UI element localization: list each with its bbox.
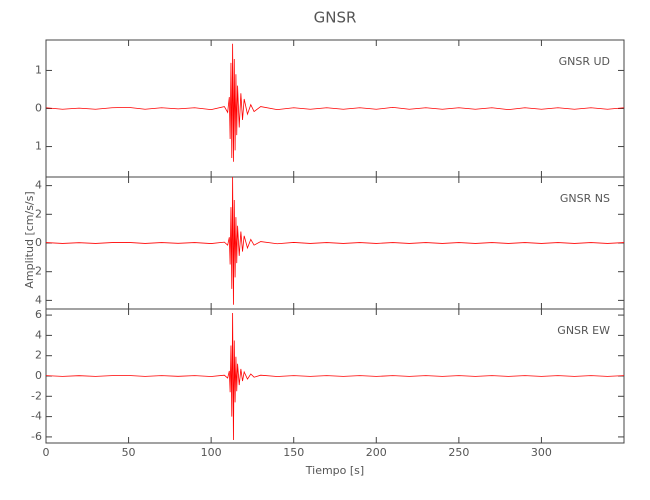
y-tick-label: 0 — [35, 102, 42, 115]
y-tick-label: 6 — [35, 308, 42, 321]
x-tick-label: 100 — [201, 446, 222, 459]
y-tick-label: -2 — [31, 389, 42, 402]
y-axis-label: Amplitud [cm/s/s] — [23, 191, 36, 288]
x-tick-label: 50 — [122, 446, 136, 459]
trace — [45, 313, 625, 440]
trace — [45, 176, 625, 305]
y-tick-label: 1 — [35, 140, 42, 153]
x-tick-label: 300 — [531, 446, 552, 459]
y-tick-label: -6 — [31, 430, 42, 443]
y-tick-label: 0 — [35, 369, 42, 382]
y-tick-label: 2 — [35, 207, 42, 220]
y-tick-label: 0 — [35, 236, 42, 249]
x-tick-label: 200 — [366, 446, 387, 459]
x-tick-label: 250 — [448, 446, 469, 459]
x-tick-label: 150 — [283, 446, 304, 459]
trace — [45, 43, 625, 162]
y-tick-label: 4 — [35, 179, 42, 192]
y-tick-label: 1 — [35, 63, 42, 76]
x-tick-label: 0 — [43, 446, 50, 459]
x-axis-label: Tiempo [s] — [305, 464, 364, 477]
chart-title: GNSR — [314, 9, 357, 27]
y-tick-label: 2 — [35, 265, 42, 278]
y-tick-label: 4 — [35, 328, 42, 341]
y-tick-label: 4 — [35, 293, 42, 306]
trace-label: GNSR EW — [557, 324, 610, 337]
trace-label: GNSR UD — [559, 55, 610, 68]
y-tick-label: 2 — [35, 349, 42, 362]
y-tick-label: -4 — [31, 410, 42, 423]
trace-label: GNSR NS — [560, 192, 610, 205]
